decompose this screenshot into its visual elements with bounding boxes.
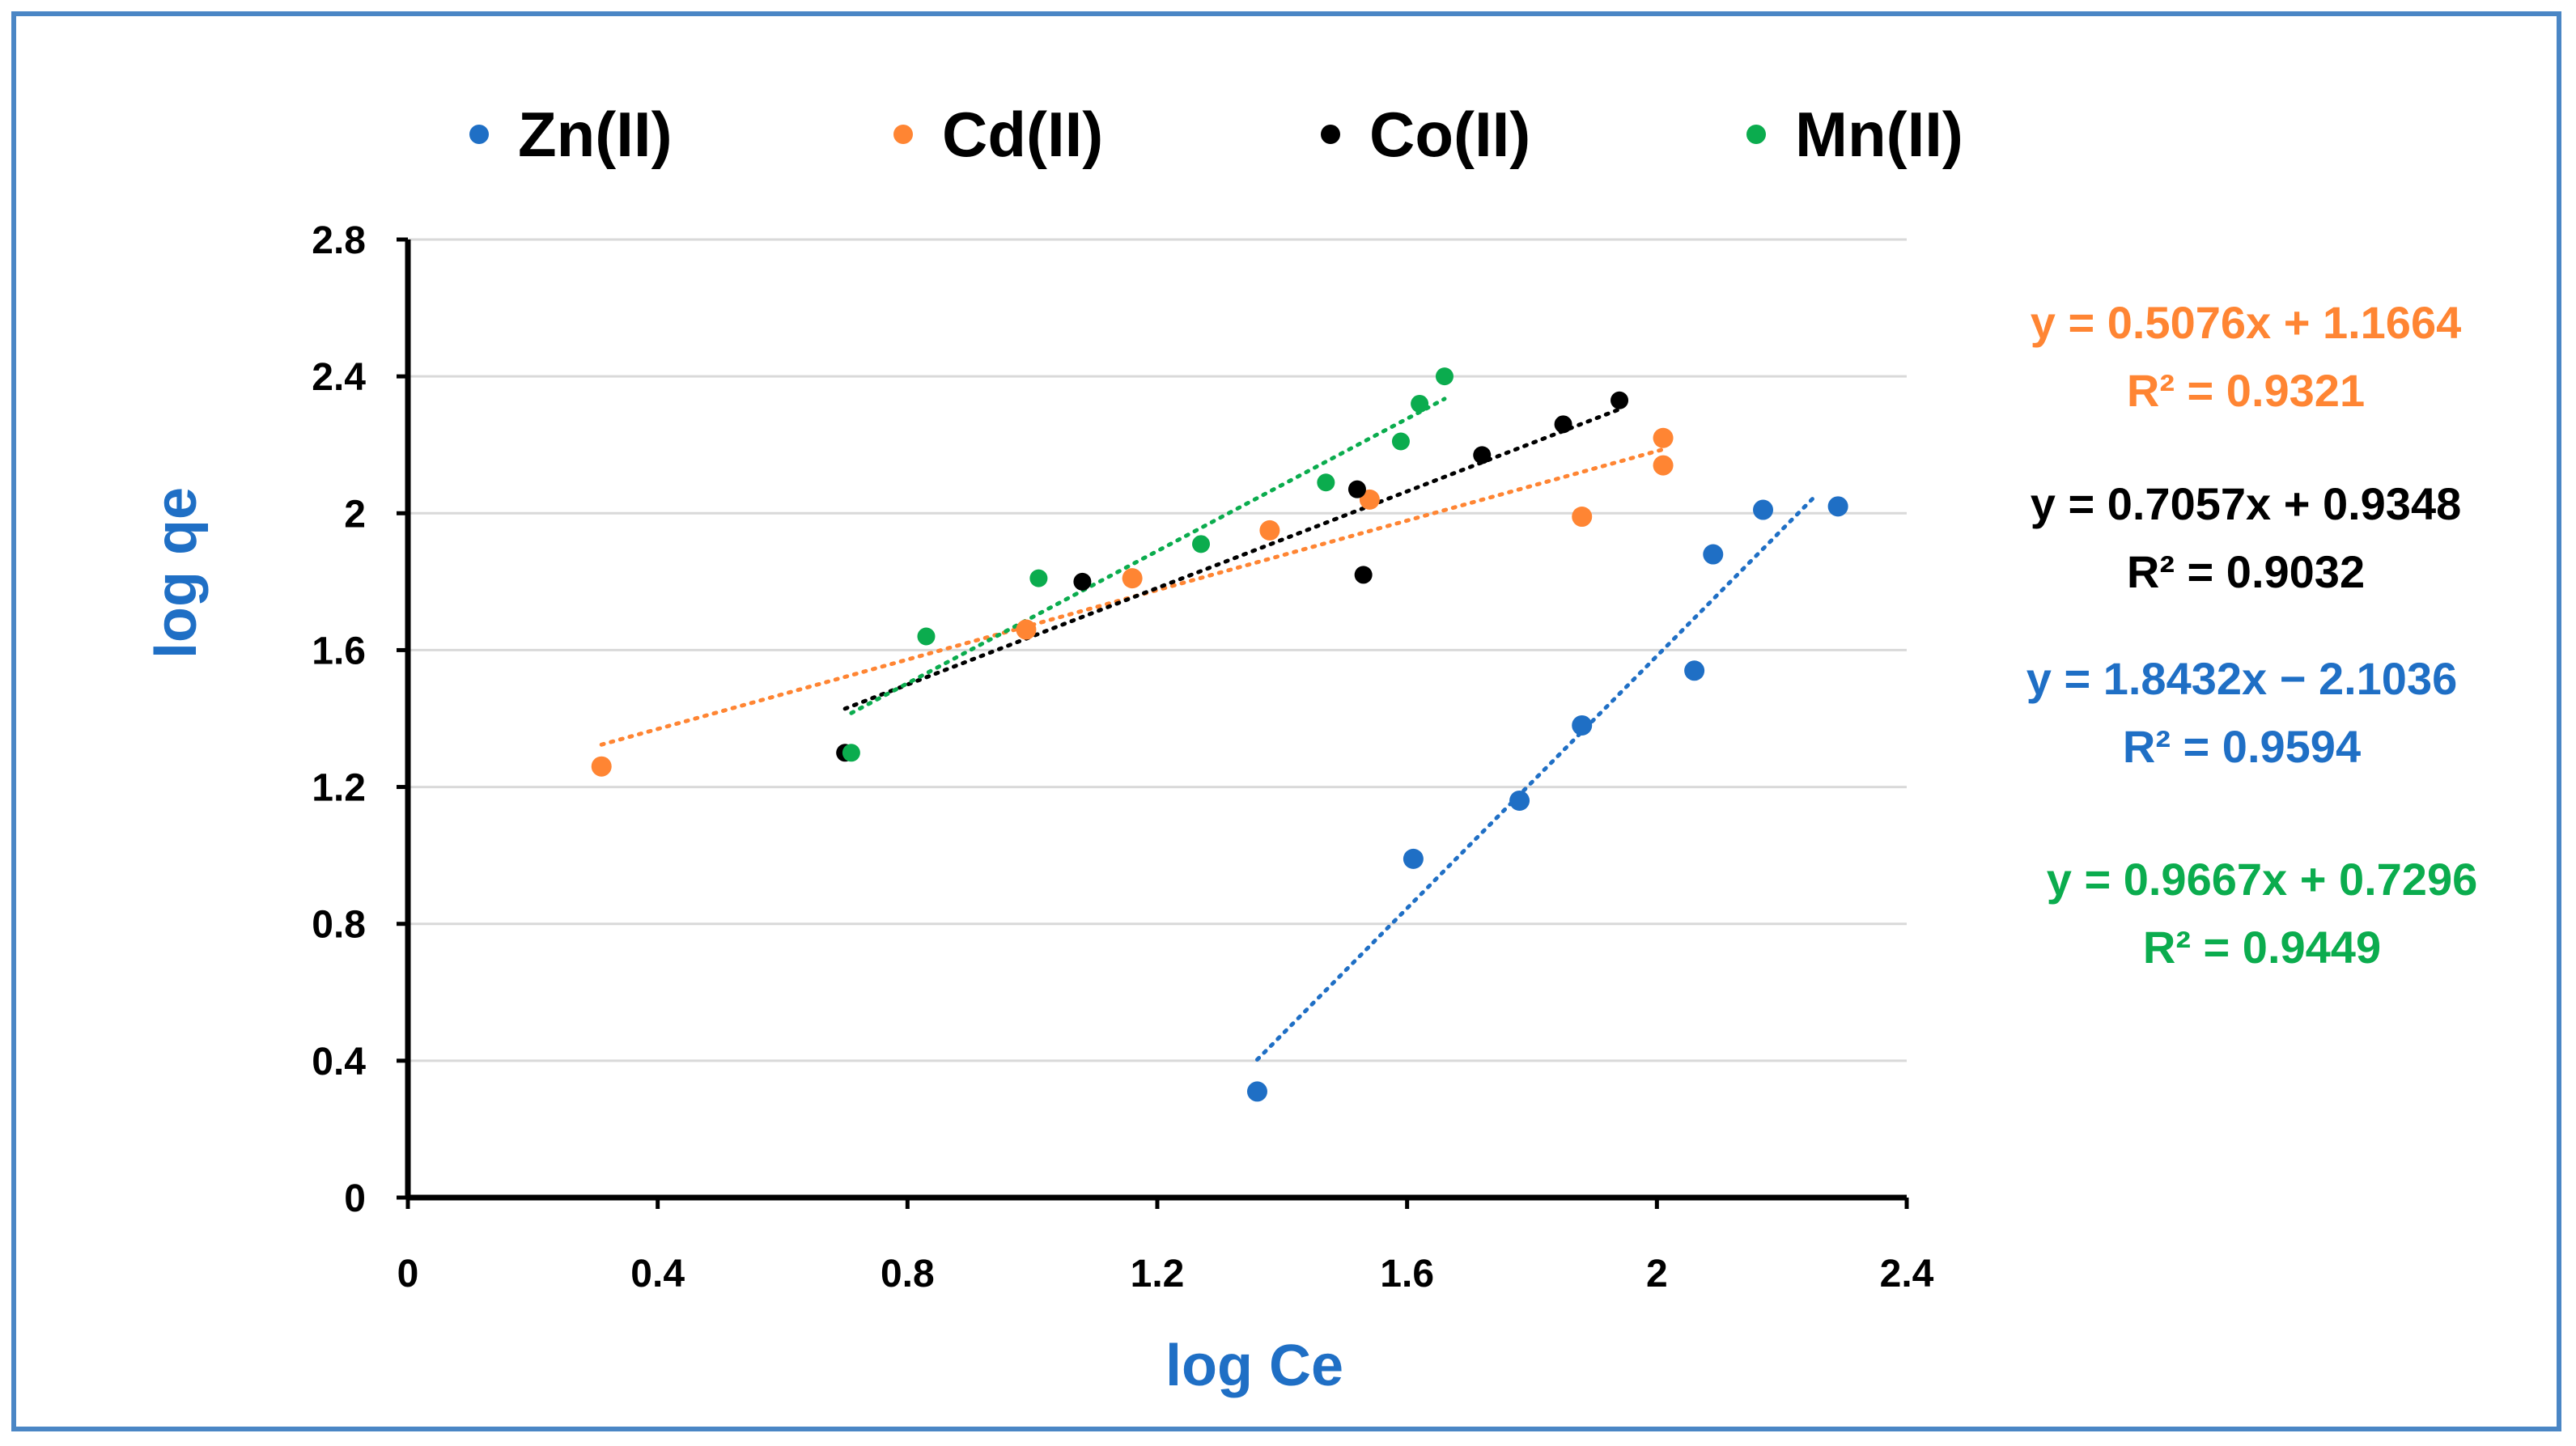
r-squared-co-ii: R² = 0.9032 xyxy=(2127,546,2365,597)
y-tick-label: 1.6 xyxy=(312,630,366,672)
data-point-zn-ii xyxy=(1827,496,1848,517)
data-point-mn-ii xyxy=(842,744,860,762)
legend-label: Mn(II) xyxy=(1795,99,1963,170)
trendline-mn-ii xyxy=(849,396,1447,715)
data-point-cd-ii xyxy=(1653,455,1674,476)
trendlines xyxy=(599,396,1815,1062)
data-point-cd-ii xyxy=(1016,619,1037,640)
equation-mn-ii: y = 0.9667x + 0.7296 xyxy=(2047,854,2478,905)
x-tick-label: 0.8 xyxy=(881,1253,935,1295)
data-point-zn-ii xyxy=(1509,790,1530,811)
data-point-co-ii xyxy=(1554,415,1572,434)
data-point-cd-ii xyxy=(591,756,612,777)
legend-entry-mn-ii: Mn(II) xyxy=(1746,99,1963,170)
trendline-equations: y = 1.8432x − 2.1036 R² = 0.9594 y = 0.507… xyxy=(2026,297,2478,973)
data-point-mn-ii xyxy=(1192,535,1211,553)
data-point-co-ii xyxy=(1354,566,1373,584)
r-squared-cd-ii: R² = 0.9321 xyxy=(2127,365,2365,416)
data-point-cd-ii xyxy=(1122,568,1143,589)
equation-zn-ii: y = 1.8432x − 2.1036 xyxy=(2026,653,2458,704)
y-tick-label: 1.2 xyxy=(312,767,366,810)
x-tick-label: 1.2 xyxy=(1131,1253,1185,1295)
data-point-mn-ii xyxy=(1391,432,1410,451)
y-tick-label: 2.8 xyxy=(312,219,366,262)
y-tick-label: 0.8 xyxy=(312,904,366,947)
legend-marker xyxy=(1746,125,1766,144)
data-point-co-ii xyxy=(1611,391,1629,409)
x-tick-label: 2 xyxy=(1646,1253,1668,1295)
y-axis-title: log qe xyxy=(144,487,209,659)
x-tick-label: 2.4 xyxy=(1880,1253,1934,1295)
r-squared-mn-ii: R² = 0.9449 xyxy=(2143,922,2381,973)
x-tick-label: 1.6 xyxy=(1380,1253,1434,1295)
trendline-co-ii xyxy=(842,407,1622,711)
x-tick-label: 0.4 xyxy=(630,1253,685,1295)
data-point-zn-ii xyxy=(1753,499,1774,520)
data-point-cd-ii xyxy=(1359,489,1380,510)
gridlines xyxy=(408,238,1907,1062)
data-point-zn-ii xyxy=(1684,660,1705,681)
y-tick-label: 0.4 xyxy=(312,1041,366,1083)
data-point-mn-ii xyxy=(1029,569,1048,587)
data-point-mn-ii xyxy=(1435,367,1454,386)
data-point-mn-ii xyxy=(1317,473,1335,492)
data-point-zn-ii xyxy=(1403,848,1424,869)
data-point-cd-ii xyxy=(1259,519,1280,541)
legend-entry-zn-ii: Zn(II) xyxy=(469,99,673,170)
legend-marker xyxy=(893,125,913,144)
data-point-cd-ii xyxy=(1572,507,1593,528)
r-squared-zn-ii: R² = 0.9594 xyxy=(2123,721,2361,772)
data-point-zn-ii xyxy=(1703,544,1724,565)
legend-entry-cd-ii: Cd(II) xyxy=(893,99,1103,170)
x-tick-label: 0 xyxy=(397,1253,419,1295)
data-point-zn-ii xyxy=(1572,715,1593,736)
legend-marker xyxy=(1321,125,1340,144)
data-point-co-ii xyxy=(1073,572,1092,591)
equation-co-ii: y = 0.7057x + 0.9348 xyxy=(2031,478,2462,529)
data-point-mn-ii xyxy=(917,627,936,646)
y-tick-label: 0 xyxy=(344,1177,366,1220)
data-point-zn-ii xyxy=(1246,1081,1267,1102)
data-point-co-ii xyxy=(1473,446,1492,464)
data-point-co-ii xyxy=(1347,480,1366,498)
axes: 0 0.4 0.8 1.2 1.6 2 2.4 2.8 0 0.4 0.8 1.2 1.6 2 2.4 xyxy=(312,219,1933,1295)
trendline-cd-ii xyxy=(599,447,1666,747)
legend-marker xyxy=(469,125,489,144)
legend-label: Cd(II) xyxy=(942,99,1103,170)
data-point-cd-ii xyxy=(1653,427,1674,448)
trendline-zn-ii xyxy=(1254,496,1815,1062)
legend-entry-co-ii: Co(II) xyxy=(1321,99,1530,170)
legend-label: Zn(II) xyxy=(518,99,673,170)
legend-label: Co(II) xyxy=(1369,99,1530,170)
y-tick-label: 2.4 xyxy=(312,356,366,399)
x-axis-title: log Ce xyxy=(1165,1334,1343,1398)
data-points xyxy=(591,367,1848,1102)
legend: Zn(II) Cd(II) Co(II) Mn(II) xyxy=(469,99,1963,170)
y-tick-label: 2 xyxy=(344,493,366,536)
equation-cd-ii: y = 0.5076x + 1.1664 xyxy=(2031,297,2462,348)
data-point-mn-ii xyxy=(1411,394,1429,413)
